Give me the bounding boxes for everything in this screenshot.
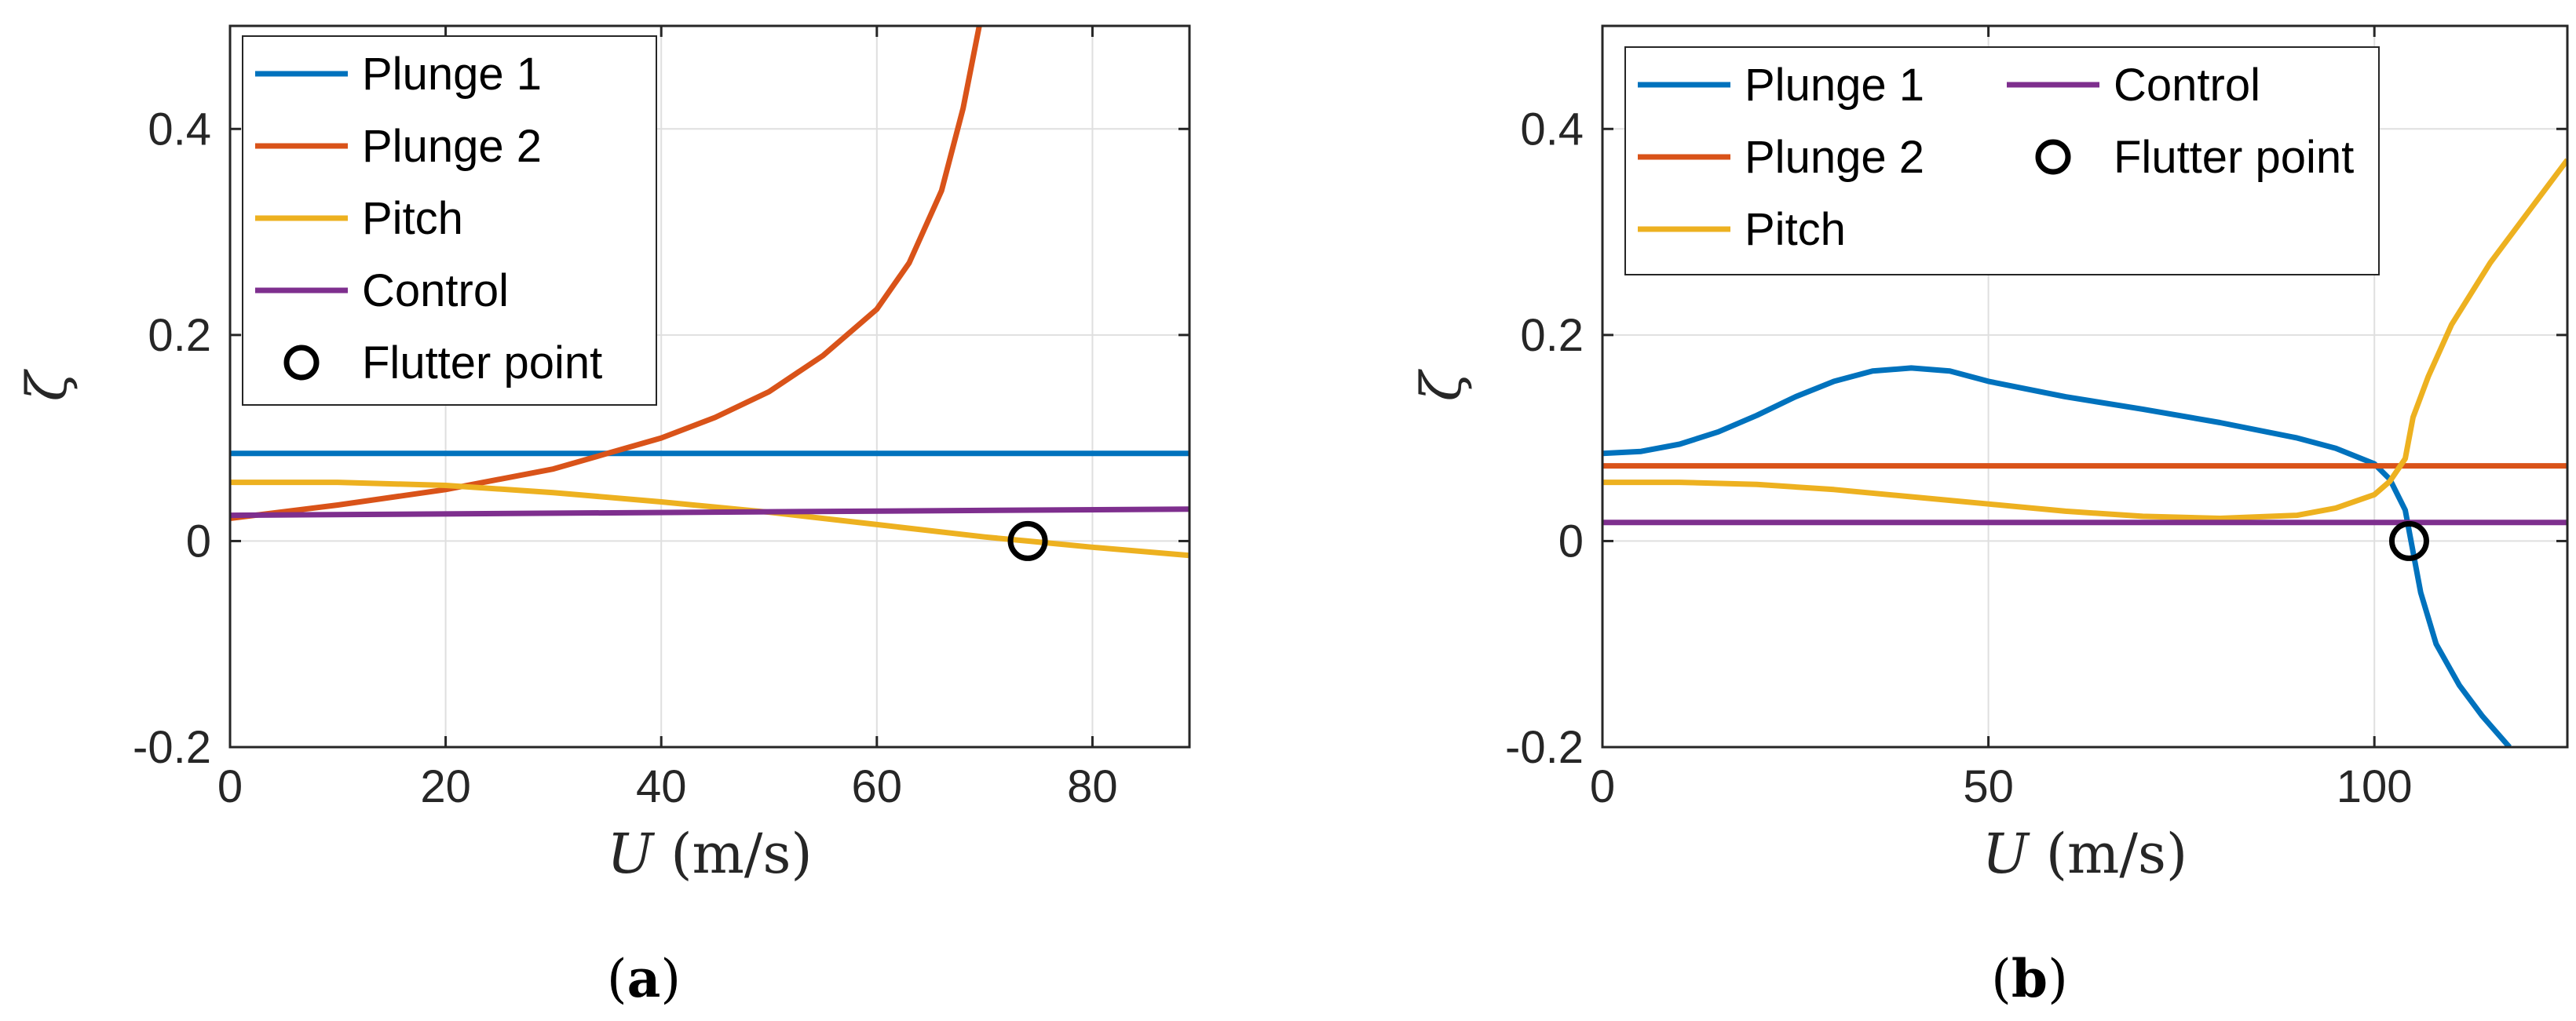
x-tick-label: 80 (1067, 761, 1118, 812)
legend-label: Plunge 2 (362, 121, 542, 172)
legend-label: Plunge 2 (1745, 132, 1924, 183)
panel-caption: (b) (1991, 948, 2068, 1009)
flutter-point-marker (1007, 520, 1048, 561)
y-tick-label: -0.2 (133, 722, 211, 773)
chart-panel-b: 0 50 100-0.200.20.4U (m/s)ζ(b)Plunge 1Plung… (1409, 24, 2569, 1009)
legend-label: Control (2114, 60, 2260, 111)
series-group (1602, 158, 2567, 747)
y-tick-label: 0.4 (148, 104, 211, 155)
y-tick-label: 0 (186, 516, 211, 567)
axes-box (1601, 24, 2569, 749)
x-tick-label: 0 (217, 761, 243, 812)
chart-panel-a: 0 20 40 60 80-0.200.20.4U (m/s)ζ(a)Plunge 1Pl… (15, 24, 1191, 1009)
legend-item: Plunge 2 (255, 121, 542, 172)
legend: Plunge 1 Plunge 2 Pitch Control Flutter poin… (242, 35, 657, 406)
series-line-plunge-1 (1602, 365, 2512, 747)
x-axis-label-unit: (m/s) (670, 822, 813, 886)
series-group (230, 26, 1189, 559)
legend-item: Plunge 1 (1638, 60, 1924, 111)
legend-item: Pitch (255, 193, 463, 244)
flutter-point-marker (2388, 520, 2429, 561)
axes-box (228, 24, 1191, 749)
legend-item: Flutter point (2035, 132, 2354, 183)
x-axis-label: U (m/s) (1982, 822, 2188, 886)
x-tick-label: 40 (636, 761, 687, 812)
x-tick-label: 100 (2337, 761, 2413, 812)
y-tick-label: -0.2 (1505, 722, 1584, 773)
x-tick-label: 50 (1963, 761, 2014, 812)
y-axis-label: ζ (15, 368, 79, 401)
legend-label: Pitch (1745, 204, 1846, 255)
legend-box (1624, 46, 2380, 275)
y-tick-label: 0 (1558, 516, 1584, 567)
series-line-pitch (1602, 158, 2567, 521)
legend-label: Control (362, 265, 509, 316)
legend-item: Pitch (1638, 204, 1846, 255)
legend-item: Control (2007, 60, 2260, 111)
legend-label: Plunge 1 (362, 49, 542, 100)
legend-item: Plunge 1 (255, 49, 542, 100)
x-tick-label: 0 (1590, 761, 1615, 812)
y-axis-label: ζ (1409, 368, 1474, 401)
legend-item: Plunge 2 (1638, 132, 1924, 183)
x-tick-label: 20 (420, 761, 471, 812)
legend-item: Flutter point (283, 337, 602, 388)
legend-marker (2035, 139, 2071, 175)
y-tick-label: 0.2 (1520, 310, 1584, 361)
legend-marker (283, 345, 320, 381)
series-line-control (230, 506, 1189, 519)
legend-item: Control (255, 265, 509, 316)
y-tick-label: 0.4 (1520, 104, 1584, 155)
x-tick-label: 60 (852, 761, 903, 812)
legend-label: Plunge 1 (1745, 60, 1924, 111)
y-tick-label: 0.2 (148, 310, 211, 361)
x-axis-label-unit: (m/s) (2046, 822, 2188, 886)
legend: Plunge 1 Plunge 2 Pitch Control Flutter poin… (1624, 46, 2380, 275)
x-axis-label-var: U (607, 822, 655, 886)
panel-caption: (a) (607, 948, 681, 1009)
legend-label: Flutter point (2114, 132, 2354, 183)
legend-label: Flutter point (362, 337, 602, 388)
x-axis-label-var: U (1982, 822, 2030, 886)
x-axis-label: U (m/s) (607, 822, 813, 886)
legend-label: Pitch (362, 193, 463, 244)
